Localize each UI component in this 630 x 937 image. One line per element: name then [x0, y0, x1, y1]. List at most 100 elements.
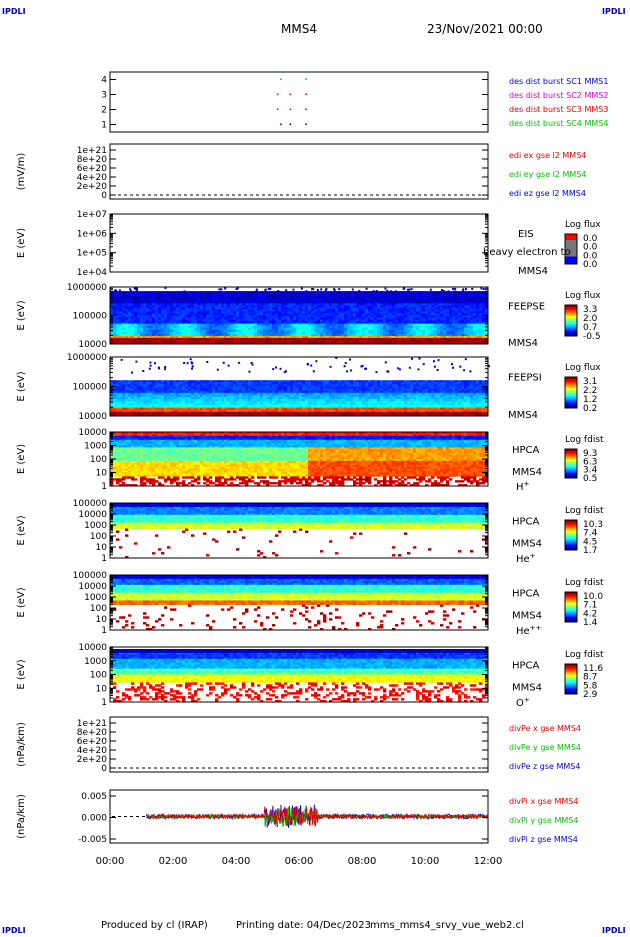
ytick-label-p5-2: 10000: [78, 412, 107, 422]
time-tick-label-4: 08:00: [348, 856, 377, 867]
ytick-label-p9-4: 1: [101, 698, 107, 708]
panel-p10: [110, 717, 488, 772]
burst-mark-3: [290, 94, 292, 96]
species-label-p6: H+: [516, 480, 530, 493]
colorbar-tick-p8-3: 1.4: [583, 618, 598, 628]
time-tick-label-2: 04:00: [222, 856, 251, 867]
ytick-label-p10-5: 0: [101, 764, 107, 774]
burst-mark-5: [277, 109, 279, 111]
ytick-label-p1-1: 3: [101, 91, 107, 101]
ytick-label-p7-2: 1000: [84, 521, 107, 531]
colorbar-tick-p4-3: -0.5: [583, 332, 601, 342]
legend-label-p2-1: edi ey gse l2 MMS4: [509, 170, 587, 179]
ytick-label-p7-1: 10000: [78, 510, 107, 520]
ytick-label-p2-5: 0: [101, 191, 107, 201]
ytick-label-p9-1: 1000: [84, 657, 107, 667]
legend-label-p2-0: edi ex gse l2 MMS4: [509, 151, 586, 160]
panel-p3: [110, 214, 577, 272]
panel-p11: [110, 790, 488, 843]
instrument-label-p7: HPCA: [512, 517, 540, 528]
legend-label-p1-1: des dist burst SC2 MMS2: [509, 91, 608, 100]
ytick-label-p7-4: 10: [96, 543, 108, 553]
ytick-label-p4-1: 100000: [73, 312, 108, 322]
time-tick-label-3: 06:00: [285, 856, 314, 867]
spacecraft-label-p8: MMS4: [512, 611, 542, 622]
ytick-label-p9-3: 10: [96, 684, 108, 694]
colorbar-tick-p7-3: 1.7: [583, 546, 597, 556]
burst-mark-2: [277, 94, 279, 96]
legend-label-p11-1: divPi y gse MMS4: [509, 816, 578, 825]
spacecraft-label-p3: MMS4: [518, 266, 548, 277]
panel-p2: [110, 144, 488, 199]
ylabel-p9: E (eV): [16, 659, 27, 689]
spacecraft-label-p5: MMS4: [508, 410, 538, 421]
spacecraft-label-p4: MMS4: [508, 338, 538, 349]
ytick-label-p4-2: 10000: [78, 340, 107, 350]
colorbar-title-p4: Log flux: [565, 291, 601, 301]
ylabel-p6: E (eV): [16, 444, 27, 474]
ytick-label-p3-2: 1e+05: [77, 249, 107, 259]
ylabel-p3: E (eV): [16, 228, 27, 258]
colorbar-tick-p3-3: 0.0: [583, 260, 598, 270]
legend-label-p10-2: divPe z gse MMS4: [509, 762, 580, 771]
colorbar-title-p6: Log fdist: [565, 435, 604, 445]
panel-p1: [110, 72, 488, 132]
colorbar-tick-p9-3: 2.9: [583, 690, 598, 700]
panel-p9: [110, 647, 577, 702]
colorbar-tick-p5-3: 0.2: [583, 404, 597, 414]
ytick-label-p8-0: 100000: [73, 571, 108, 581]
burst-mark-7: [305, 109, 307, 111]
ytick-label-p6-3: 10: [96, 469, 108, 479]
ytick-label-p6-0: 10000: [78, 428, 107, 438]
species-label-p8: He++: [516, 624, 542, 637]
legend-label-p1-3: des dist burst SC4 MMS4: [509, 119, 608, 128]
ytick-label-p11-2: -0.005: [78, 835, 107, 845]
ylabel-p5: E (eV): [16, 371, 27, 401]
footer-printing-date: Printing date: 04/Dec/2023: [236, 920, 371, 932]
time-tick-label-0: 00:00: [96, 856, 125, 867]
colorbar-title-p3: Log flux: [565, 220, 601, 230]
instrument-label-p6: HPCA: [512, 445, 540, 456]
time-tick-label-6: 12:00: [474, 856, 503, 867]
ytick-label-p5-1: 100000: [73, 383, 108, 393]
panel-p6: [110, 432, 577, 486]
colorbar-title-p5: Log flux: [565, 363, 601, 373]
legend-label-p11-2: divPi z gse MMS4: [509, 835, 578, 844]
panel-frame: [110, 144, 488, 199]
ylabel-p7: E (eV): [16, 515, 27, 545]
ytick-label-p7-0: 100000: [73, 499, 108, 509]
ytick-label-p7-3: 100: [90, 532, 107, 542]
colorbar-title-p8: Log fdist: [565, 578, 604, 588]
burst-mark-9: [290, 124, 292, 126]
ylabel-p10: (nPa/km): [16, 722, 27, 767]
ytick-label-p3-0: 1e+07: [77, 210, 107, 220]
instrument-label-p3: EIS: [518, 229, 534, 240]
ytick-label-p3-1: 1e+06: [77, 229, 108, 239]
legend-label-p10-1: divPe y gse MMS4: [509, 743, 581, 752]
species-label-p9: O+: [516, 696, 530, 709]
instrument-label-p5: FEEPSI: [508, 373, 542, 384]
ytick-label-p3-3: 1e+04: [77, 268, 108, 278]
spacecraft-label-p7: MMS4: [512, 539, 542, 550]
ytick-label-p11-1: 0.000: [81, 814, 107, 824]
ytick-label-p4-0: 1000000: [67, 283, 107, 293]
time-tick-label-5: 10:00: [411, 856, 440, 867]
legend-label-p10-0: divPe x gse MMS4: [509, 724, 581, 733]
panel-frame: [110, 214, 488, 272]
footer-produced: Produced by cl (IRAP): [101, 920, 208, 932]
ytick-label-p8-3: 100: [90, 604, 107, 614]
ytick-label-p5-0: 1000000: [67, 353, 107, 363]
ytick-label-p8-4: 10: [96, 615, 108, 625]
panel-p7: [110, 503, 577, 558]
burst-mark-8: [280, 124, 282, 126]
burst-mark-6: [290, 109, 292, 111]
burst-mark-10: [305, 124, 307, 126]
ytick-label-p1-2: 2: [101, 106, 107, 116]
legend-label-p2-2: edi ez gse l2 MMS4: [509, 189, 586, 198]
legend-label-p11-0: divPi x gse MMS4: [509, 797, 578, 806]
ytick-label-p11-0: 0.005: [81, 792, 107, 802]
panel-p8: [110, 575, 577, 630]
burst-mark-0: [280, 79, 282, 81]
panel-frame: [110, 72, 488, 132]
